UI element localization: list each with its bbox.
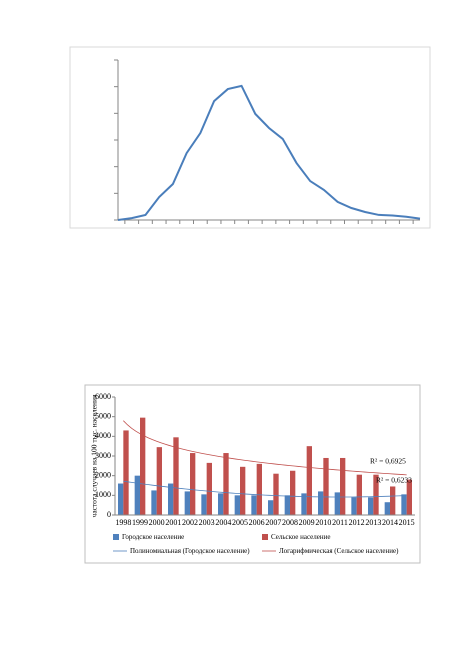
bar	[134, 475, 140, 515]
x-tick-label: 2003	[199, 518, 215, 527]
x-tick-label: 2005	[232, 518, 248, 527]
bar	[118, 483, 124, 515]
bar	[406, 479, 412, 515]
x-tick-label: 2011	[332, 518, 348, 527]
trendline	[123, 420, 407, 476]
bar	[356, 474, 362, 515]
bar	[256, 463, 262, 515]
bar	[273, 473, 279, 515]
bar	[290, 470, 296, 515]
x-tick-label: 2014	[382, 518, 398, 527]
bar	[168, 483, 174, 515]
bar	[240, 466, 246, 515]
bar	[184, 491, 190, 515]
y-tick-label: 0	[107, 510, 111, 519]
bar	[151, 490, 157, 515]
bar	[223, 453, 229, 515]
legend-label: Городское население	[122, 533, 184, 541]
y-tick-label: 1000	[95, 490, 111, 499]
x-tick-label: 2013	[365, 518, 381, 527]
y-tick-label: 2000	[95, 470, 111, 479]
bar	[373, 474, 379, 515]
bar	[340, 457, 346, 515]
bar	[123, 430, 129, 515]
bar	[173, 437, 179, 515]
bar	[268, 500, 274, 515]
bar	[384, 502, 390, 515]
bar	[190, 453, 196, 515]
bar	[401, 494, 407, 515]
y-axis-title: частота случаев на 100 тыс. населения	[90, 394, 99, 517]
annotation: R² = 0,6925	[370, 457, 406, 466]
bar	[234, 495, 240, 515]
x-tick-label: 2002	[182, 518, 198, 527]
legend-label: Полиномиальная (Городское население)	[130, 547, 250, 555]
x-tick-label: 1998	[115, 518, 131, 527]
bar	[206, 462, 212, 515]
bar	[201, 494, 207, 515]
legend-swatch	[113, 534, 119, 540]
bar	[368, 497, 374, 515]
x-tick-label: 2007	[265, 518, 281, 527]
bar	[251, 495, 257, 515]
y-tick-label: 3000	[95, 451, 111, 460]
annotation: R² = 0,6233	[376, 476, 412, 485]
bar	[351, 497, 357, 515]
chart-frame	[69, 46, 431, 229]
bar	[218, 493, 224, 515]
legend-label: Сельское население	[271, 533, 331, 541]
x-tick-label: 1999	[132, 518, 148, 527]
trendline	[123, 480, 407, 498]
x-tick-label: 2006	[249, 518, 265, 527]
bar	[284, 495, 290, 515]
y-tick-label: 5000	[95, 411, 111, 420]
bar	[323, 457, 329, 515]
legend-swatch	[262, 534, 268, 540]
x-tick-label: 2010	[315, 518, 331, 527]
bar	[301, 493, 307, 515]
bar	[156, 447, 162, 515]
bar	[140, 417, 146, 515]
bar	[306, 446, 312, 515]
bar	[334, 492, 340, 515]
x-tick-label: 2012	[349, 518, 365, 527]
x-tick-label: 2008	[282, 518, 298, 527]
x-tick-label: 2004	[215, 518, 231, 527]
line-series	[117, 84, 421, 221]
bar	[318, 491, 324, 515]
bar	[390, 486, 396, 515]
x-tick-label: 2015	[399, 518, 415, 527]
y-tick-label: 6000	[95, 392, 111, 401]
legend-label: Логарифмическая (Сельское население)	[279, 547, 399, 555]
y-tick-label: 4000	[95, 431, 111, 440]
x-tick-label: 2009	[299, 518, 315, 527]
x-tick-label: 2001	[165, 518, 181, 527]
x-tick-label: 2000	[149, 518, 165, 527]
